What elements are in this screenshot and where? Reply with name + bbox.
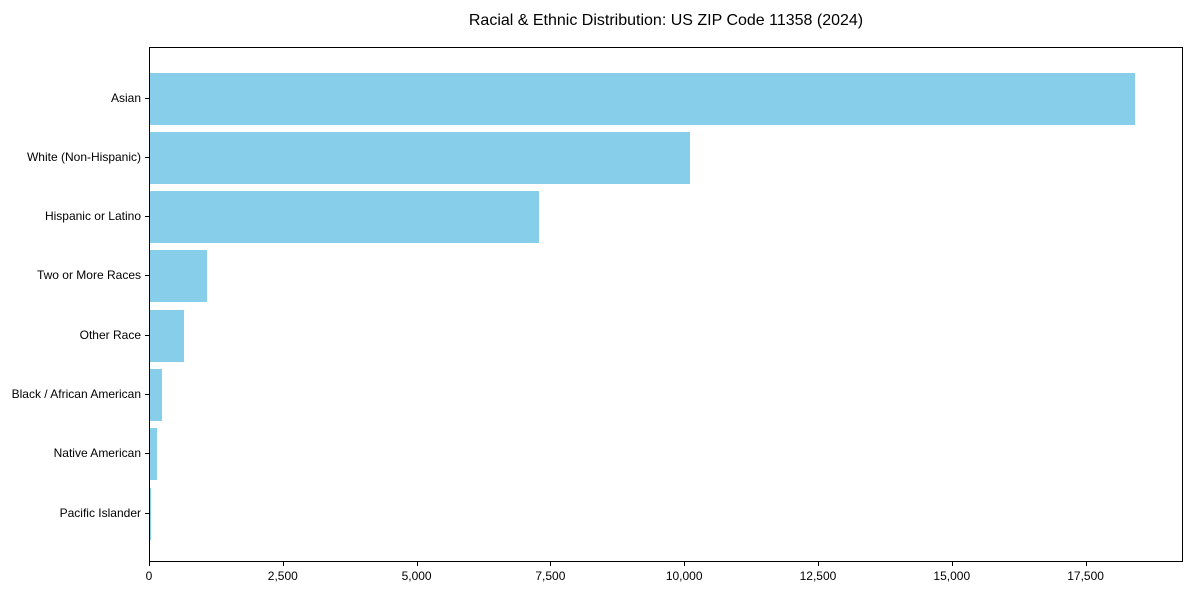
x-tick-label: 5,000 bbox=[401, 569, 432, 583]
y-tick-label: Other Race bbox=[79, 327, 141, 342]
x-tick-label: 7,500 bbox=[535, 569, 566, 583]
y-tick-label: White (Non-Hispanic) bbox=[26, 149, 141, 164]
y-tick-label: Native American bbox=[53, 446, 141, 461]
y-tick-label: Pacific Islander bbox=[59, 505, 141, 520]
bar bbox=[150, 250, 207, 303]
x-tick-mark bbox=[684, 562, 686, 566]
y-tick-mark bbox=[145, 453, 149, 455]
y-tick-label: Black / African American bbox=[11, 387, 141, 401]
y-tick-mark bbox=[145, 216, 149, 218]
y-tick-mark bbox=[145, 512, 149, 514]
x-tick-label: 17,500 bbox=[1067, 569, 1104, 583]
x-tick-mark bbox=[416, 562, 418, 566]
y-tick-mark bbox=[145, 334, 149, 336]
x-tick-mark bbox=[1085, 562, 1087, 566]
bar bbox=[150, 72, 1135, 125]
bar bbox=[150, 428, 157, 481]
y-tick-mark bbox=[145, 97, 149, 99]
x-tick-label: 0 bbox=[145, 569, 153, 583]
bar bbox=[150, 309, 184, 362]
x-tick-mark bbox=[282, 562, 284, 566]
y-tick-label: Two or More Races bbox=[36, 268, 141, 283]
x-tick-mark bbox=[550, 562, 552, 566]
x-tick-mark bbox=[817, 562, 819, 566]
bar bbox=[150, 131, 690, 184]
x-tick-label: 12,500 bbox=[799, 569, 837, 583]
plot-area bbox=[149, 47, 1183, 562]
bar bbox=[150, 191, 539, 244]
x-tick-label: 15,000 bbox=[933, 569, 971, 583]
y-tick-mark bbox=[145, 156, 149, 158]
x-tick-label: 10,000 bbox=[665, 569, 703, 583]
bar bbox=[150, 487, 151, 540]
y-tick-label: Asian bbox=[110, 90, 141, 105]
bar bbox=[150, 369, 163, 421]
x-tick-label: 2,500 bbox=[267, 569, 298, 583]
x-tick-mark bbox=[951, 562, 953, 566]
y-tick-mark bbox=[145, 275, 149, 277]
y-tick-label: Hispanic or Latino bbox=[44, 209, 141, 224]
chart-title: Racial & Ethnic Distribution: US ZIP Cod… bbox=[468, 12, 864, 29]
y-tick-mark bbox=[145, 394, 149, 395]
x-tick-mark bbox=[149, 562, 150, 566]
